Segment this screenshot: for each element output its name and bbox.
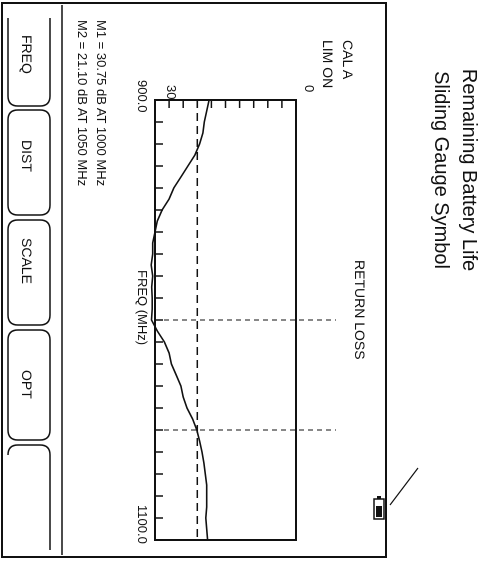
marker1-readout: M1 = 30.75 dB AT 1000 MHz bbox=[94, 20, 109, 186]
softkey-freq-label: FREQ bbox=[19, 35, 35, 74]
x-axis-label: FREQ (MHz) bbox=[135, 270, 150, 345]
svg-text:900.0: 900.0 bbox=[135, 80, 150, 113]
cal-a-text: CAL A bbox=[340, 40, 356, 80]
y-top-label: 0 bbox=[302, 85, 317, 92]
svg-text:1100.0: 1100.0 bbox=[135, 505, 150, 544]
return-loss-trace bbox=[150, 99, 210, 541]
cal-label: CAL A bbox=[340, 40, 356, 80]
annotation-leader-line bbox=[389, 467, 419, 506]
marker-lines bbox=[155, 319, 336, 431]
annotation-line1: Remaining Battery Life bbox=[458, 69, 478, 271]
softkey-dist[interactable]: DIST bbox=[7, 109, 51, 216]
lim-on-text: LIM ON bbox=[320, 40, 336, 88]
softkey-opt-label: OPT bbox=[19, 370, 35, 399]
svg-text:RETURN LOSS: RETURN LOSS bbox=[352, 260, 368, 360]
plot-title: RETURN LOSS bbox=[352, 260, 368, 360]
softkey-scale[interactable]: SCALE bbox=[7, 219, 51, 326]
softkey-blank[interactable] bbox=[7, 444, 51, 550]
softkey-freq[interactable]: FREQ bbox=[7, 18, 51, 107]
lim-label: LIM ON bbox=[320, 40, 336, 88]
softkey-scale-label: SCALE bbox=[19, 238, 35, 284]
softkey-dist-label: DIST bbox=[19, 140, 35, 172]
annotation-line2: Sliding Gauge Symbol bbox=[430, 71, 452, 269]
screen-frame bbox=[1, 2, 387, 558]
marker2-readout: M2 = 21.10 dB AT 1050 MHz bbox=[75, 20, 90, 186]
svg-text:FREQ (MHz): FREQ (MHz) bbox=[135, 270, 150, 345]
x-start-label: 900.0 bbox=[135, 80, 150, 113]
svg-text:0: 0 bbox=[302, 85, 317, 92]
svg-text:30: 30 bbox=[164, 85, 179, 99]
svg-text:M2 = 21.10 dB AT 1050 MHz: M2 = 21.10 dB AT 1050 MHz bbox=[75, 20, 90, 186]
annotation-label: Remaining Battery Life Sliding Gauge Sym… bbox=[430, 69, 478, 271]
svg-text:M1 = 30.75 dB AT 1000 MHz: M1 = 30.75 dB AT 1000 MHz bbox=[94, 20, 109, 186]
battery-gauge-icon bbox=[373, 496, 385, 520]
softkey-opt[interactable]: OPT bbox=[7, 329, 51, 441]
x-end-label: 1100.0 bbox=[135, 505, 150, 544]
y-bottom-label: 30 bbox=[164, 85, 179, 99]
